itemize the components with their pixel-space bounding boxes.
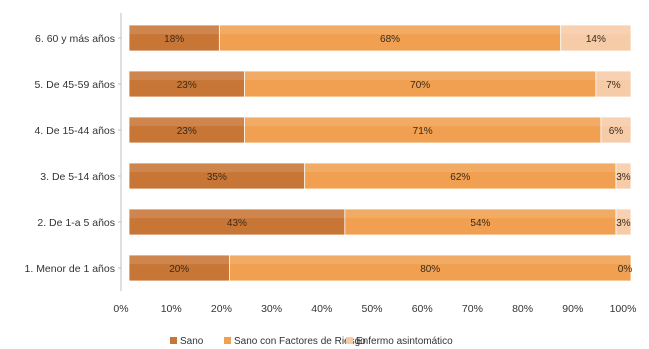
bar-segment bbox=[228, 254, 632, 282]
bar-segment bbox=[244, 70, 597, 98]
legend-label: Enfermo asintomático bbox=[356, 336, 453, 347]
bar-highlight bbox=[129, 255, 230, 265]
legend-label: Sano bbox=[180, 336, 204, 347]
category-label: 6. 60 y más años bbox=[35, 33, 115, 45]
data-label: 62% bbox=[450, 172, 470, 183]
category-label: 1. Menor de 1 años bbox=[25, 263, 115, 275]
data-label: 18% bbox=[164, 34, 184, 45]
data-label: 14% bbox=[586, 34, 606, 45]
data-label: 3% bbox=[616, 218, 631, 229]
data-label: 35% bbox=[207, 172, 227, 183]
bar-segment bbox=[595, 70, 632, 98]
x-tick-label: 70% bbox=[462, 303, 483, 315]
bar-highlight bbox=[129, 163, 305, 173]
x-tick-label: 0% bbox=[113, 303, 128, 315]
data-label: 7% bbox=[606, 80, 621, 91]
bar-highlight bbox=[244, 117, 601, 127]
x-tick-label: 10% bbox=[161, 303, 182, 315]
x-tick-label: 20% bbox=[211, 303, 232, 315]
bar-highlight bbox=[219, 25, 561, 35]
bar-highlight bbox=[129, 209, 345, 219]
plot-area: 6. 60 y más años 18% 68% 14% 5. De 45-59 año… bbox=[25, 24, 633, 282]
legend-label: Sano con Factores de Riesgo bbox=[234, 336, 366, 347]
bar-highlight bbox=[560, 25, 631, 35]
bar-segment bbox=[218, 24, 562, 52]
data-label: 70% bbox=[410, 80, 430, 91]
category-label: 3. De 5-14 años bbox=[40, 171, 115, 183]
bar-segment bbox=[615, 162, 632, 190]
data-label: 20% bbox=[169, 264, 189, 275]
data-label: 0% bbox=[618, 264, 633, 275]
bar-highlight bbox=[129, 25, 220, 35]
bar-segment bbox=[560, 24, 632, 52]
bar-segment bbox=[128, 162, 306, 190]
bar-highlight bbox=[595, 71, 631, 81]
bar-highlight bbox=[600, 117, 631, 127]
data-label: 80% bbox=[420, 264, 440, 275]
x-tick-label: 60% bbox=[412, 303, 433, 315]
bar-segment bbox=[128, 208, 346, 236]
bar-highlight bbox=[244, 71, 596, 81]
x-tick-label: 50% bbox=[361, 303, 382, 315]
data-label: 71% bbox=[413, 126, 433, 137]
legend-swatch bbox=[346, 337, 353, 344]
bar-highlight bbox=[344, 209, 616, 219]
data-label: 23% bbox=[177, 126, 197, 137]
bar-segment bbox=[615, 208, 632, 236]
data-label: 23% bbox=[177, 80, 197, 91]
data-label: 43% bbox=[227, 218, 247, 229]
bar-highlight bbox=[304, 163, 616, 173]
x-tick-label: 30% bbox=[261, 303, 282, 315]
bar-highlight bbox=[129, 117, 245, 127]
bar-highlight bbox=[615, 209, 631, 219]
bar-segment bbox=[128, 24, 220, 52]
x-tick-label: 80% bbox=[512, 303, 533, 315]
category-label: 5. De 45-59 años bbox=[34, 79, 115, 91]
data-label: 6% bbox=[609, 126, 624, 137]
category-label: 4. De 15-44 años bbox=[34, 125, 115, 137]
bar-segment bbox=[244, 116, 602, 144]
x-tick-label: 90% bbox=[562, 303, 583, 315]
bar-highlight bbox=[129, 71, 245, 81]
x-axis: 0% 10% 20% 30% 40% 50% 60% 70% 80% 90% 100% bbox=[113, 13, 636, 315]
bar-segment bbox=[600, 116, 632, 144]
data-label: 68% bbox=[380, 34, 400, 45]
legend-swatch bbox=[224, 337, 231, 344]
bar-highlight bbox=[229, 255, 631, 265]
x-tick-label: 100% bbox=[610, 303, 637, 315]
bar-segment bbox=[344, 208, 617, 236]
bar-segment bbox=[128, 116, 245, 144]
data-label: 54% bbox=[470, 218, 490, 229]
category-label: 2. De 1-a 5 años bbox=[37, 217, 115, 229]
bar-segment bbox=[128, 254, 230, 282]
legend-swatch bbox=[170, 337, 177, 344]
x-tick-label: 40% bbox=[311, 303, 332, 315]
data-label: 3% bbox=[616, 172, 631, 183]
bar-highlight bbox=[615, 163, 631, 173]
